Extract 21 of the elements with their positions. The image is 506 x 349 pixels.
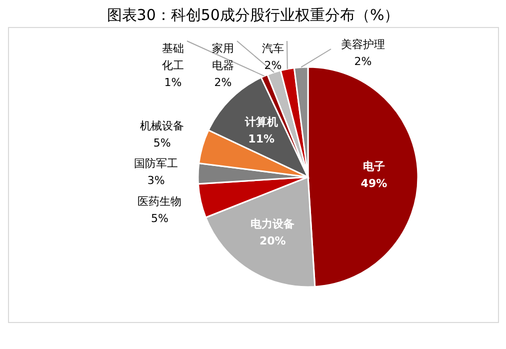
slice-label: 机械设备 [140,120,184,133]
data-label: 5% [153,136,171,150]
data-label: 20% [259,234,286,248]
data-label: 5% [150,212,168,226]
data-label: 2% [354,55,372,68]
slice-label: 医药生物 [138,195,182,208]
slice-label: 电子 [362,160,385,173]
slice-label: 汽车 [262,42,284,55]
data-label: 3% [147,174,165,188]
data-label: 2% [264,59,282,72]
data-label: 11% [248,132,275,146]
data-label: 2% [214,76,232,89]
slice-label: 基础化工 [162,42,184,72]
slice-label: 电力设备 [250,218,295,231]
data-label: 49% [360,176,388,190]
slice-label: 美容护理 [341,38,385,51]
slice-label: 国防军工 [134,157,178,170]
data-label: 1% [164,76,182,89]
chart-title: 图表30：科创50成分股行业权重分布（%） [106,6,400,24]
slice-label: 计算机 [244,115,278,128]
slice-label: 家用电器 [212,42,234,72]
